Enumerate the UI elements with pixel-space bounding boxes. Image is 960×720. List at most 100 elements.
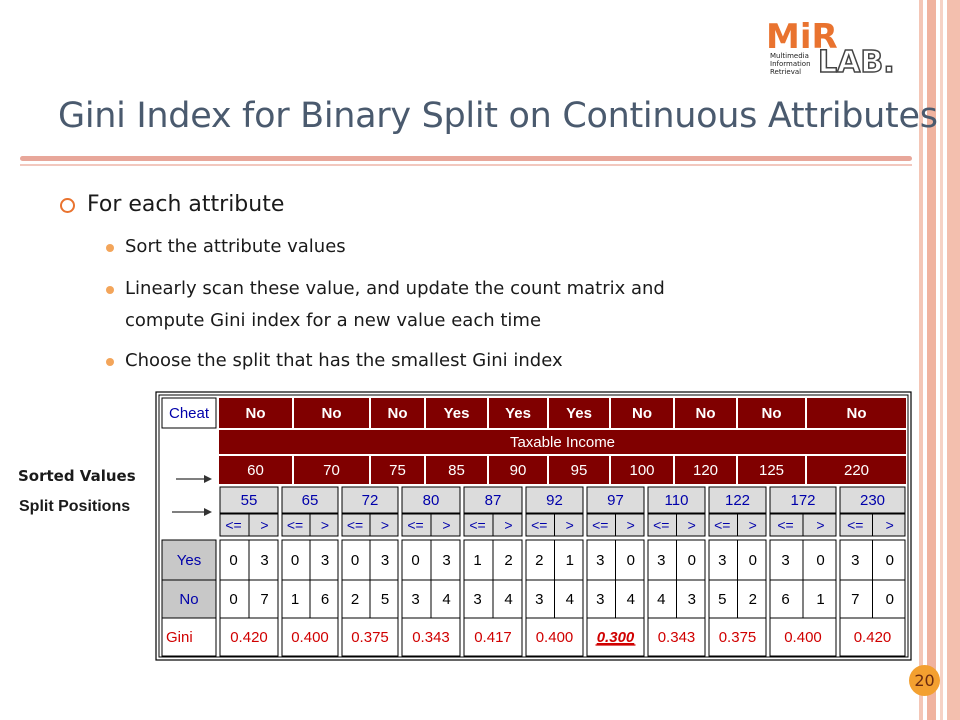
gini-row-label: Gini bbox=[166, 629, 193, 646]
cheat-value: No bbox=[388, 405, 408, 422]
split-position: 110 bbox=[665, 492, 689, 509]
count-le: 0 bbox=[229, 552, 237, 569]
cheat-value-cell bbox=[807, 398, 906, 428]
logo-line2: Information bbox=[770, 60, 811, 68]
count-le: 1 bbox=[473, 552, 481, 569]
le-label: <= bbox=[469, 517, 485, 533]
sorted-value: 85 bbox=[448, 462, 465, 479]
page-number: 20 bbox=[909, 665, 940, 696]
count-gt: 6 bbox=[321, 591, 329, 608]
split-position-cell bbox=[463, 486, 523, 514]
gini-cell bbox=[586, 617, 645, 657]
right-stripe-3 bbox=[940, 0, 943, 720]
count-le: 6 bbox=[781, 591, 789, 608]
dot-bullet-icon bbox=[106, 286, 114, 294]
split-positions-arrow-head bbox=[204, 508, 212, 516]
gini-cell bbox=[219, 617, 279, 657]
split-position: 55 bbox=[241, 492, 258, 509]
cheat-label: Cheat bbox=[169, 405, 210, 422]
count-le: 0 bbox=[351, 552, 359, 569]
logo-lab: LAB. bbox=[818, 45, 895, 76]
count-le: 3 bbox=[781, 552, 789, 569]
count-gt: 5 bbox=[381, 591, 389, 608]
sorted-value-cell bbox=[489, 456, 547, 484]
gt-label: > bbox=[321, 517, 329, 533]
count-le: 0 bbox=[411, 552, 419, 569]
cheat-value-cell bbox=[675, 398, 736, 428]
circle-bullet-icon bbox=[60, 198, 75, 213]
split-position: 80 bbox=[423, 492, 440, 509]
split-position-cell bbox=[586, 486, 645, 514]
gini-cell bbox=[463, 617, 523, 657]
count-le: 3 bbox=[657, 552, 665, 569]
sorted-value-cell bbox=[219, 456, 292, 484]
title-divider bbox=[20, 156, 912, 161]
gt-label: > bbox=[442, 517, 450, 533]
cheat-value-cell bbox=[371, 398, 424, 428]
count-le: 3 bbox=[535, 591, 543, 608]
le-label: <= bbox=[347, 517, 363, 533]
cheat-value: Yes bbox=[505, 405, 531, 422]
sorted-value-cell bbox=[807, 456, 906, 484]
count-gt: 1 bbox=[816, 591, 824, 608]
gt-label: > bbox=[504, 517, 512, 533]
count-le: 0 bbox=[229, 591, 237, 608]
split-position: 65 bbox=[302, 492, 319, 509]
gt-label: > bbox=[566, 517, 574, 533]
cheat-value: Yes bbox=[566, 405, 592, 422]
gini-value: 0.400 bbox=[291, 629, 329, 646]
cheat-value-cell bbox=[426, 398, 487, 428]
le-label: <= bbox=[287, 517, 303, 533]
split-position-cell bbox=[839, 486, 906, 514]
gini-value: 0.375 bbox=[351, 629, 389, 646]
count-le: 2 bbox=[535, 552, 543, 569]
bullet-main: For each attribute bbox=[87, 192, 285, 217]
split-position-cell bbox=[525, 486, 584, 514]
count-gt: 0 bbox=[627, 552, 635, 569]
le-label: <= bbox=[592, 517, 608, 533]
sorted-value: 120 bbox=[693, 462, 718, 479]
gini-cell bbox=[647, 617, 706, 657]
cheat-value-cell bbox=[549, 398, 609, 428]
count-le: 0 bbox=[291, 552, 299, 569]
sorted-value: 60 bbox=[247, 462, 264, 479]
gini-value: 0.343 bbox=[412, 629, 450, 646]
count-le: 4 bbox=[657, 591, 665, 608]
cheat-value: No bbox=[322, 405, 342, 422]
count-gt: 4 bbox=[566, 591, 574, 608]
sorted-value: 90 bbox=[510, 462, 527, 479]
logo-mark: MiR bbox=[766, 17, 838, 57]
count-le: 3 bbox=[473, 591, 481, 608]
gt-label: > bbox=[260, 517, 268, 533]
row-label-cell bbox=[161, 579, 217, 619]
gini-cell bbox=[341, 617, 399, 657]
le-label: <= bbox=[714, 517, 730, 533]
right-stripe-2 bbox=[927, 0, 936, 720]
count-le: 7 bbox=[851, 591, 859, 608]
cheat-value: No bbox=[632, 405, 652, 422]
gini-cell bbox=[525, 617, 584, 657]
logo-line1: Multimedia bbox=[770, 52, 809, 60]
gini-value: 0.417 bbox=[474, 629, 512, 646]
bullet-sub-3: Choose the split that has the smallest G… bbox=[125, 350, 563, 371]
gt-label: > bbox=[749, 517, 757, 533]
count-gt: 0 bbox=[886, 591, 894, 608]
right-stripe-1 bbox=[919, 0, 923, 720]
sorted-value-cell bbox=[294, 456, 369, 484]
count-gt: 4 bbox=[442, 591, 450, 608]
count-gt: 3 bbox=[260, 552, 268, 569]
split-position-cell bbox=[219, 486, 279, 514]
le-label: <= bbox=[531, 517, 547, 533]
bullet-sub-2: Linearly scan these value, and update th… bbox=[125, 278, 665, 299]
count-gt: 3 bbox=[381, 552, 389, 569]
gini-value: 0.420 bbox=[854, 629, 892, 646]
gt-label: > bbox=[886, 517, 894, 533]
split-positions-label: Split Positions bbox=[19, 498, 131, 515]
count-le: 3 bbox=[596, 552, 604, 569]
attribute-header: Taxable Income bbox=[510, 434, 615, 451]
count-gt: 3 bbox=[442, 552, 450, 569]
gini-value: 0.400 bbox=[536, 629, 574, 646]
count-gt: 3 bbox=[688, 591, 696, 608]
count-le: 3 bbox=[851, 552, 859, 569]
yes-row-label: Yes bbox=[177, 552, 201, 569]
